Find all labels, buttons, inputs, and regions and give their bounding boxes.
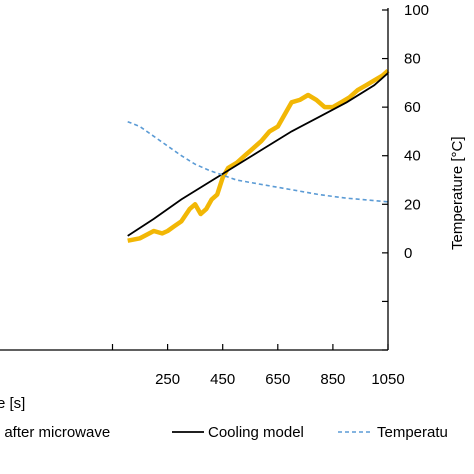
y-tick-label: 0 bbox=[404, 245, 412, 262]
series-line-1 bbox=[127, 72, 389, 237]
x-tick-label: 450 bbox=[210, 371, 235, 388]
legend: I after microwave Cooling model Temperatu bbox=[0, 424, 448, 441]
x-tick-label: 250 bbox=[155, 371, 180, 388]
y-tick-label: 40 bbox=[404, 148, 421, 165]
x-tick-label: 650 bbox=[265, 371, 290, 388]
y-tick-label: 60 bbox=[404, 99, 421, 116]
x-axis-title: e [s] bbox=[0, 395, 25, 412]
series-line-2 bbox=[127, 120, 389, 203]
y-tick-label: 20 bbox=[404, 196, 421, 213]
x-tick-label: 850 bbox=[320, 371, 345, 388]
y-tick-label: 100 bbox=[404, 2, 429, 19]
series-line-0 bbox=[127, 69, 390, 243]
legend-label-1: Cooling model bbox=[208, 424, 304, 441]
x-tick-label: 1050 bbox=[371, 371, 404, 388]
y-tick-label: 80 bbox=[404, 51, 421, 68]
axes bbox=[0, 8, 389, 351]
plot-lines bbox=[127, 69, 390, 243]
y-axis-title: Temperature [°C] bbox=[449, 136, 466, 250]
tick-labels: 100 80 60 40 20 0 250 450 650 850 1050 bbox=[155, 2, 429, 388]
legend-label-2: Temperatu bbox=[377, 424, 448, 441]
legend-label-0: I after microwave bbox=[0, 424, 110, 441]
